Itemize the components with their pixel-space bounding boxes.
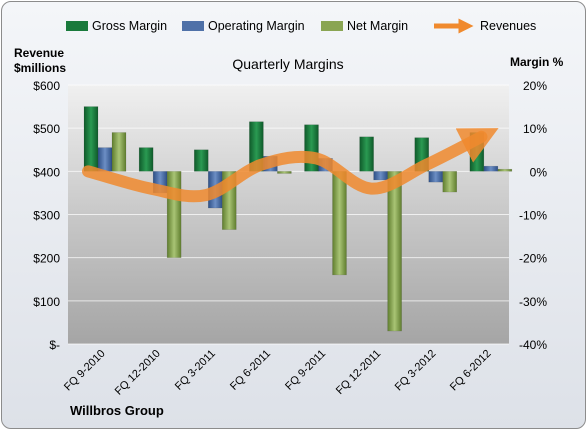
legend-label-operating-margin: Operating Margin [208,19,305,33]
left-tick-label: $- [49,338,60,352]
gross-margin-bar [359,136,374,172]
category-label: FQ 9-2010 [62,348,108,394]
net-margin-bar [277,171,292,174]
legend-label-net-margin: Net Margin [347,19,408,33]
operating-margin-bar [373,171,388,181]
category-labels: FQ 9-2010 FQ 12-2010 FQ 3-2011 FQ 6-2011 FQ … [62,348,494,398]
right-axis-title: Margin % [510,55,564,69]
revenue-line [82,128,499,203]
category-label: FQ 6-2011 [228,348,273,393]
right-tick-label: 20% [523,79,547,93]
left-axis-tick-labels: $- $100 $200 $300 $400 $500 $600 [33,79,60,352]
legend-label-gross-margin: Gross Margin [92,19,167,33]
net-margin-bar [111,132,127,172]
right-tick-label: -40% [519,338,547,352]
category-label: FQ 3-2011 [173,348,218,393]
left-tick-label: $600 [33,79,60,93]
gross-margin-bar [83,106,99,172]
net-margin-bar [497,168,513,172]
right-tick-label: 0% [530,165,548,179]
gross-margin-bar [138,147,154,172]
left-tick-label: $300 [33,209,60,223]
chart-title: Quarterly Margins [232,56,343,72]
right-tick-label: 10% [523,122,547,136]
legend: Gross Margin Operating Margin Net Margin… [66,18,536,34]
left-tick-label: $400 [33,165,60,179]
net-margin-bar [166,171,182,258]
right-tick-label: -30% [519,295,547,309]
legend-swatch-gross-margin [66,21,88,31]
left-tick-label: $200 [33,252,60,266]
legend-swatch-net-margin [321,21,343,31]
left-tick-label: $500 [33,122,60,136]
net-margin-bar [442,171,457,193]
left-axis-title-line1: Revenue [14,46,64,60]
right-tick-label: -20% [519,252,547,266]
right-axis-tick-labels: -40% -30% -20% -10% 0% 10% 20% [519,79,547,352]
left-tick-label: $100 [33,295,60,309]
net-margin-bar [387,171,402,332]
operating-margin-bar [483,165,499,172]
right-tick-label: -10% [519,209,547,223]
category-label: FQ 9-2011 [283,348,328,393]
legend-label-revenues: Revenues [480,19,536,33]
legend-swatch-operating-margin [182,21,204,31]
operating-margin-bar [97,147,113,172]
gross-margin-bar [194,149,209,172]
company-label: Willbros Group [70,403,164,418]
net-margin-bar [332,171,347,276]
category-label: FQ 3-2012 [393,348,439,394]
category-label: FQ 6-2012 [448,348,494,394]
category-label: FQ 12-2011 [334,348,383,397]
left-axis-title-line2: $millions [14,61,66,75]
category-label: FQ 12-2010 [113,348,163,398]
operating-margin-bar [428,171,443,183]
